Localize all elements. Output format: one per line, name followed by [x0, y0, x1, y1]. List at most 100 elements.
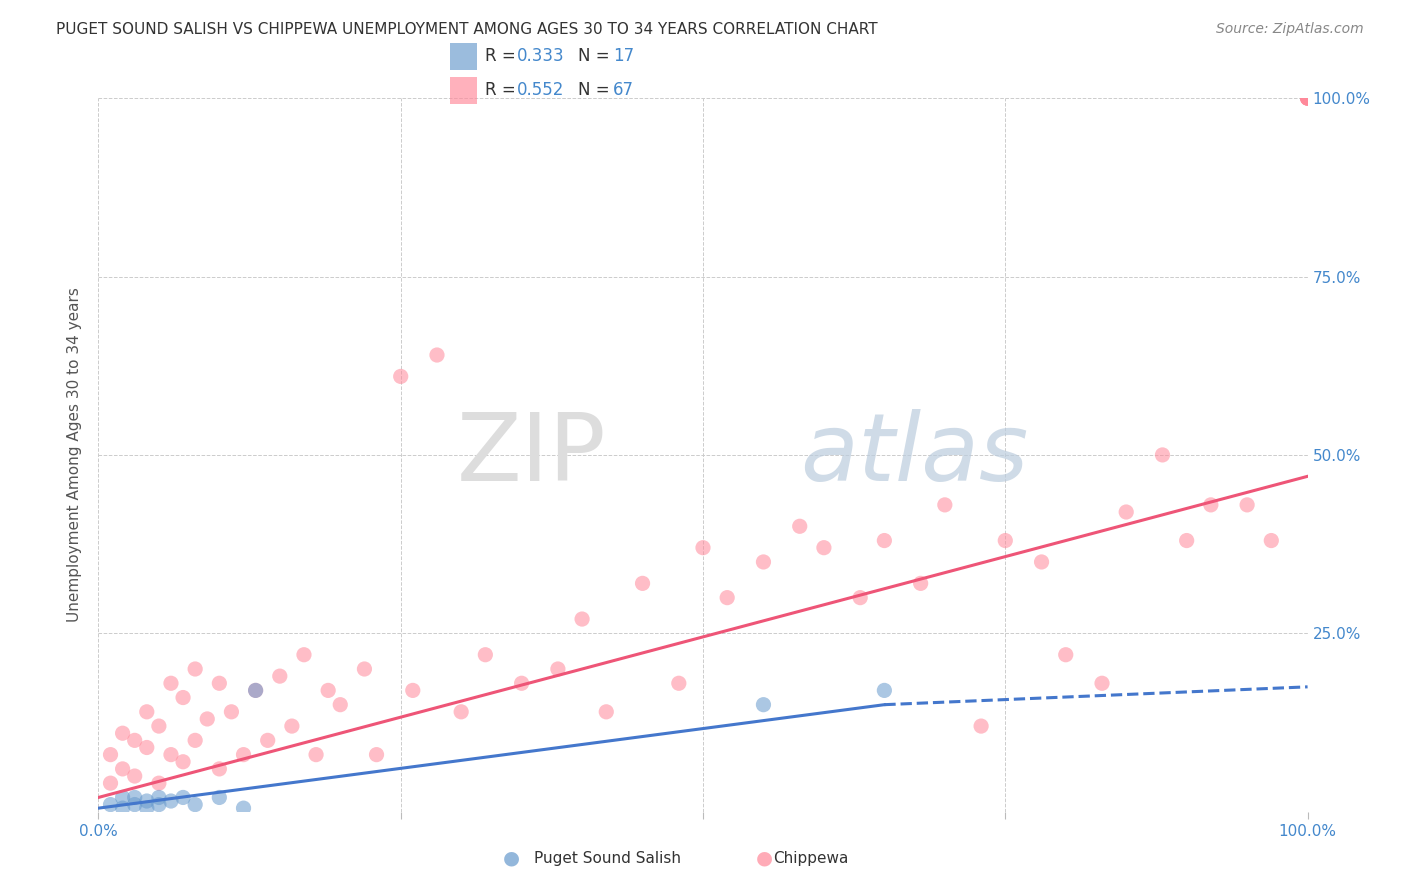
- Point: [135, 794, 157, 808]
- Point: [849, 591, 872, 605]
- Point: [934, 498, 956, 512]
- Point: [256, 733, 278, 747]
- Point: [813, 541, 835, 555]
- Text: N =: N =: [578, 47, 614, 65]
- Point: [111, 726, 134, 740]
- Point: [305, 747, 328, 762]
- Point: [281, 719, 304, 733]
- Point: [994, 533, 1017, 548]
- Point: [124, 733, 146, 747]
- Text: ●: ●: [756, 848, 773, 868]
- Point: [172, 755, 194, 769]
- Point: [245, 683, 267, 698]
- Point: [148, 790, 170, 805]
- Point: [135, 740, 157, 755]
- Point: [160, 747, 183, 762]
- Point: [160, 794, 183, 808]
- Point: [595, 705, 617, 719]
- Point: [970, 719, 993, 733]
- Point: [208, 676, 231, 690]
- Point: [631, 576, 654, 591]
- Point: [547, 662, 569, 676]
- Point: [668, 676, 690, 690]
- Point: [172, 690, 194, 705]
- Point: [232, 801, 254, 815]
- Text: 0.552: 0.552: [517, 81, 564, 99]
- Text: ●: ●: [503, 848, 520, 868]
- Point: [752, 698, 775, 712]
- Point: [148, 797, 170, 812]
- Text: Puget Sound Salish: Puget Sound Salish: [534, 851, 682, 865]
- Text: Chippewa: Chippewa: [773, 851, 849, 865]
- Point: [789, 519, 811, 533]
- Point: [873, 683, 896, 698]
- Point: [1236, 498, 1258, 512]
- Point: [1296, 91, 1319, 105]
- Text: R =: R =: [485, 47, 520, 65]
- Text: PUGET SOUND SALISH VS CHIPPEWA UNEMPLOYMENT AMONG AGES 30 TO 34 YEARS CORRELATIO: PUGET SOUND SALISH VS CHIPPEWA UNEMPLOYM…: [56, 22, 877, 37]
- Point: [135, 801, 157, 815]
- Point: [124, 797, 146, 812]
- Point: [292, 648, 315, 662]
- Point: [474, 648, 496, 662]
- Point: [208, 762, 231, 776]
- Text: ZIP: ZIP: [457, 409, 606, 501]
- Text: 17: 17: [613, 47, 634, 65]
- Y-axis label: Unemployment Among Ages 30 to 34 years: Unemployment Among Ages 30 to 34 years: [67, 287, 83, 623]
- Point: [184, 662, 207, 676]
- Point: [1296, 91, 1319, 105]
- Point: [1199, 498, 1222, 512]
- Point: [124, 769, 146, 783]
- Point: [1296, 91, 1319, 105]
- Text: 67: 67: [613, 81, 634, 99]
- Point: [124, 790, 146, 805]
- Point: [1054, 648, 1077, 662]
- Point: [195, 712, 218, 726]
- Point: [148, 719, 170, 733]
- Text: Source: ZipAtlas.com: Source: ZipAtlas.com: [1216, 22, 1364, 37]
- Point: [910, 576, 932, 591]
- Point: [1296, 91, 1319, 105]
- Point: [184, 797, 207, 812]
- Point: [1031, 555, 1053, 569]
- Point: [148, 776, 170, 790]
- Point: [1260, 533, 1282, 548]
- Point: [111, 790, 134, 805]
- Point: [172, 790, 194, 805]
- Point: [716, 591, 738, 605]
- Point: [571, 612, 593, 626]
- Point: [160, 676, 183, 690]
- Point: [184, 733, 207, 747]
- Point: [1175, 533, 1198, 548]
- Point: [221, 705, 243, 719]
- Point: [752, 555, 775, 569]
- Point: [450, 705, 472, 719]
- Point: [100, 797, 122, 812]
- Point: [100, 747, 122, 762]
- Point: [245, 683, 267, 698]
- Point: [1091, 676, 1114, 690]
- Point: [692, 541, 714, 555]
- Point: [1296, 91, 1319, 105]
- Text: N =: N =: [578, 81, 614, 99]
- Point: [111, 801, 134, 815]
- Point: [873, 533, 896, 548]
- Point: [426, 348, 449, 362]
- Bar: [450, 78, 478, 104]
- Point: [208, 790, 231, 805]
- Point: [1115, 505, 1137, 519]
- Point: [389, 369, 412, 384]
- Point: [100, 776, 122, 790]
- Point: [135, 705, 157, 719]
- Point: [232, 747, 254, 762]
- Point: [269, 669, 291, 683]
- Point: [329, 698, 352, 712]
- Point: [353, 662, 375, 676]
- Point: [510, 676, 533, 690]
- Text: 0.333: 0.333: [517, 47, 564, 65]
- Point: [402, 683, 425, 698]
- Point: [366, 747, 388, 762]
- Point: [1152, 448, 1174, 462]
- Bar: [450, 43, 478, 70]
- Text: atlas: atlas: [800, 409, 1028, 500]
